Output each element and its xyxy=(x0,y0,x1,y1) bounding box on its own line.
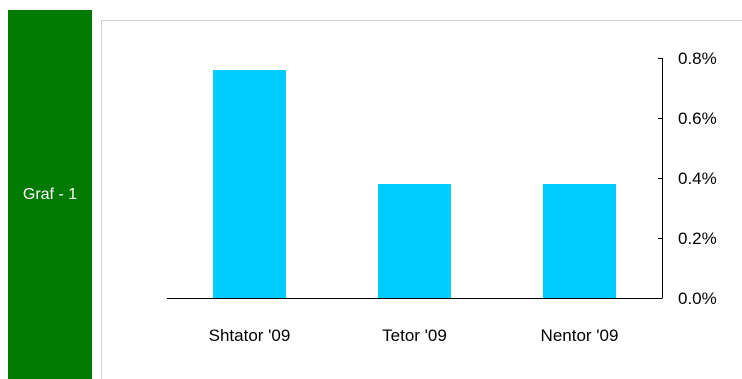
bar-3 xyxy=(543,184,616,298)
axis-layer xyxy=(167,58,663,299)
chart-label-tab: Graf - 1 xyxy=(8,10,92,379)
x-category-label-3: Nentor '09 xyxy=(541,326,619,345)
bars-layer xyxy=(213,70,616,298)
y-tick-label-3: 0.4% xyxy=(678,169,717,188)
y-tick-label-4: 0.6% xyxy=(678,109,717,128)
y-tick-label-2: 0.2% xyxy=(678,229,717,248)
x-category-label-1: Shtator '09 xyxy=(209,326,291,345)
chart-frame xyxy=(101,20,742,379)
bar-1 xyxy=(213,70,286,298)
bar-2 xyxy=(378,184,451,298)
y-tick-label-1: 0.0% xyxy=(678,289,717,308)
chart-label-text: Graf - 1 xyxy=(22,185,78,203)
y-tick-label-5: 0.8% xyxy=(678,49,717,68)
labels-layer: 0.0% 0.2% 0.4% 0.6% 0.8% Shtator '09 Tetor '09… xyxy=(209,49,717,345)
x-category-label-2: Tetor '09 xyxy=(382,326,447,345)
